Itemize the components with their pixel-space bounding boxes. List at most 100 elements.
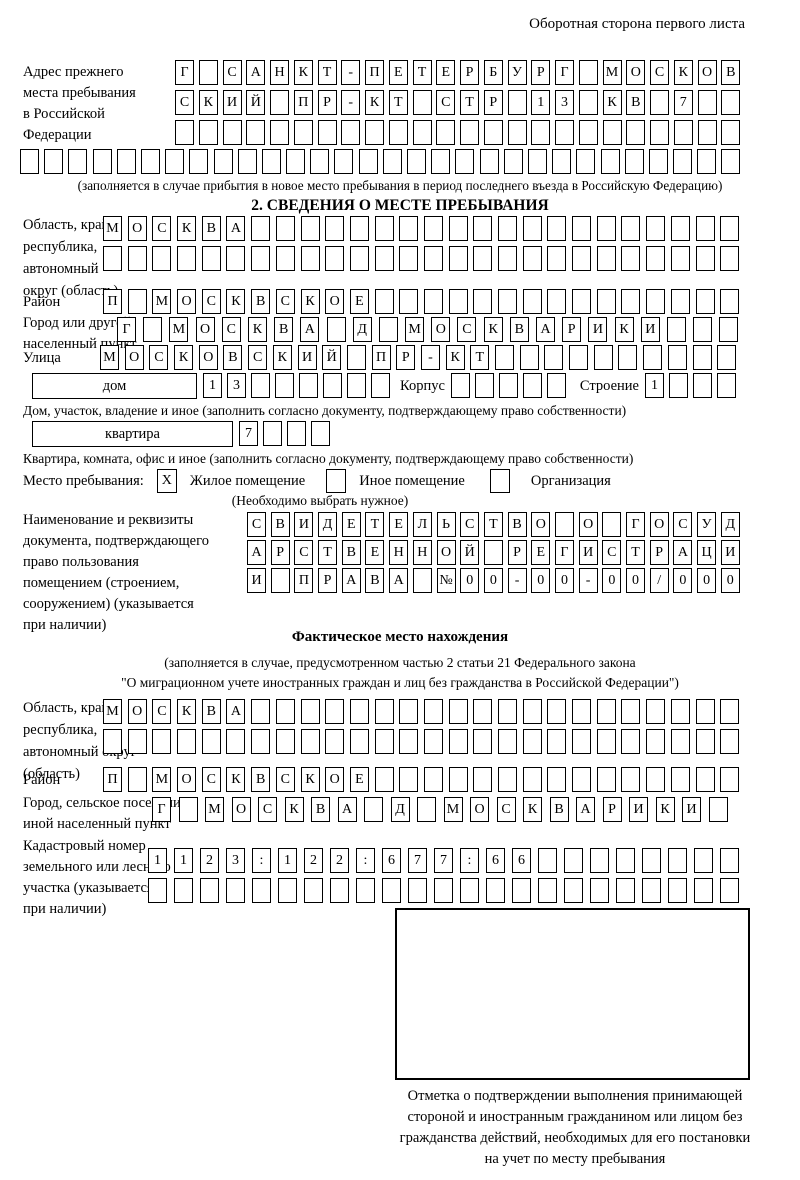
char-cell <box>618 345 638 370</box>
char-cell <box>175 120 194 145</box>
char-cell <box>646 246 666 271</box>
char-cell: В <box>223 345 243 370</box>
char-cell <box>668 848 687 873</box>
char-cell <box>374 699 394 724</box>
char-cell <box>721 120 741 145</box>
char-cell <box>527 149 547 174</box>
char-cell <box>261 149 281 174</box>
char-cell: В <box>721 60 741 85</box>
char-cell: М <box>100 345 119 370</box>
char-cell: Е <box>349 767 369 792</box>
char-cell <box>448 699 468 724</box>
korpus-cells <box>450 373 566 398</box>
char-cell: М <box>152 289 172 314</box>
checkbox-other-premises <box>326 469 347 493</box>
region-row-2 <box>103 246 740 271</box>
char-cell <box>300 729 320 754</box>
char-cell <box>507 120 527 145</box>
char-cell <box>596 216 616 241</box>
char-cell <box>717 345 737 370</box>
char-cell <box>697 149 717 174</box>
char-cell: 1 <box>174 848 193 873</box>
char-cell <box>695 729 715 754</box>
apartment-line: квартира 7 <box>32 421 330 447</box>
char-cell <box>399 246 419 271</box>
char-cell <box>226 729 246 754</box>
char-cell <box>547 216 567 241</box>
char-cell: М <box>103 699 122 724</box>
char-cell <box>44 149 64 174</box>
char-cell: И <box>247 568 266 593</box>
char-cell: 0 <box>531 568 551 593</box>
char-cell: П <box>103 289 122 314</box>
char-cell: К <box>602 90 622 115</box>
char-cell: Р <box>507 540 527 565</box>
char-cell <box>408 878 427 903</box>
char-cell: В <box>274 317 294 342</box>
char-cell <box>287 421 306 446</box>
char-cell <box>673 149 693 174</box>
char-cell <box>695 216 715 241</box>
char-cell: И <box>578 540 598 565</box>
char-cell <box>697 90 717 115</box>
char-cell: Б <box>483 60 503 85</box>
prev-address-note: (заполняется в случае прибытия в новое м… <box>77 178 723 193</box>
option-residential-label: Жилое помещение <box>189 472 306 489</box>
char-cell: И <box>294 512 314 537</box>
char-cell: А <box>337 797 357 822</box>
char-cell <box>382 149 402 174</box>
char-cell <box>165 149 185 174</box>
char-cell <box>349 246 369 271</box>
char-cell <box>311 421 330 446</box>
char-cell: И <box>720 540 740 565</box>
char-cell: Д <box>352 317 372 342</box>
street-label: Улица <box>23 350 61 366</box>
char-cell: С <box>152 216 172 241</box>
char-cell <box>423 699 443 724</box>
char-cell: 3 <box>555 90 574 115</box>
residence-choose-note: (Необходимо выбрать нужное) <box>231 493 409 508</box>
char-cell <box>716 373 736 398</box>
char-cell: А <box>673 540 693 565</box>
char-cell <box>666 317 686 342</box>
char-cell <box>263 421 282 446</box>
char-cell <box>200 878 219 903</box>
char-cell: К <box>614 317 634 342</box>
char-cell <box>226 246 246 271</box>
char-cell <box>455 149 475 174</box>
char-cell <box>251 216 271 241</box>
char-cell <box>222 120 242 145</box>
char-cell <box>460 878 479 903</box>
char-cell <box>246 120 266 145</box>
char-cell: М <box>602 60 622 85</box>
char-cell <box>498 373 518 398</box>
char-cell: - <box>341 60 361 85</box>
char-cell <box>252 878 271 903</box>
char-cell <box>498 216 517 241</box>
char-cell: 2 <box>304 848 323 873</box>
char-cell: С <box>275 767 295 792</box>
char-cell <box>251 729 271 754</box>
char-cell: Т <box>412 60 432 85</box>
char-cell <box>198 120 218 145</box>
char-cell <box>693 317 713 342</box>
prev-address-row-4 <box>20 149 741 174</box>
char-cell: П <box>103 767 122 792</box>
char-cell: 1 <box>644 373 664 398</box>
char-cell: 2 <box>200 848 219 873</box>
char-cell: О <box>325 767 345 792</box>
char-cell <box>547 729 567 754</box>
char-cell <box>473 729 493 754</box>
char-cell <box>127 767 147 792</box>
char-cell <box>668 878 687 903</box>
char-cell: М <box>205 797 224 822</box>
cadastral-row-2 <box>148 878 739 903</box>
char-cell <box>578 60 598 85</box>
char-cell <box>143 317 163 342</box>
char-cell: М <box>443 797 463 822</box>
char-cell <box>198 60 218 85</box>
char-cell: К <box>293 60 313 85</box>
